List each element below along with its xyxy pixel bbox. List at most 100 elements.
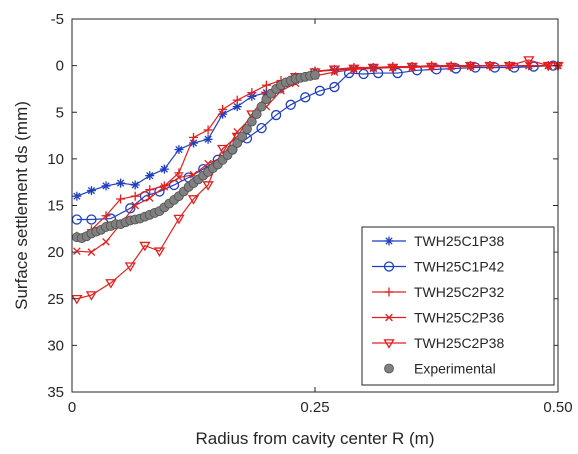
- data-point: [358, 68, 369, 80]
- data-point: [256, 122, 267, 134]
- data-point: [203, 134, 213, 144]
- data-point: [464, 61, 477, 72]
- legend-label: Experimental: [414, 361, 496, 377]
- legend-item: TWH25C1P42: [372, 259, 504, 275]
- y-tick-label: 35: [47, 384, 64, 401]
- data-point: [227, 144, 238, 155]
- legend-marker: [384, 287, 394, 297]
- legend-label: TWH25C2P32: [414, 284, 504, 300]
- legend: TWH25C1P38 TWH25C1P42 TWH25C2P32 TWH25C2P36…: [361, 226, 555, 386]
- data-point: [251, 109, 262, 120]
- x-tick-label: 0.25: [300, 399, 329, 416]
- data-point: [523, 56, 535, 66]
- data-point: [153, 247, 166, 257]
- data-point: [466, 62, 475, 71]
- legend-marker: [383, 261, 395, 272]
- data-point: [175, 173, 183, 182]
- legend-item: TWH25C1P38: [372, 233, 504, 249]
- legend-item: TWH25C2P32: [372, 284, 504, 300]
- data-point: [445, 62, 457, 73]
- data-point: [187, 195, 200, 205]
- data-point: [261, 80, 271, 90]
- series-line: [76, 65, 558, 253]
- data-point: [246, 116, 257, 127]
- tick-layer: 0 0.25 0.50 -5 0 5 10 15 20 25 30 35: [47, 11, 572, 416]
- legend-marker: [385, 313, 393, 322]
- data-point: [314, 85, 326, 96]
- data-point: [116, 194, 126, 204]
- data-point: [160, 183, 169, 191]
- data-point: [484, 61, 496, 72]
- data-point: [102, 238, 110, 246]
- data-point: [131, 201, 140, 210]
- series-layer: [71, 56, 564, 305]
- data-point: [145, 171, 155, 181]
- data-point: [73, 247, 81, 256]
- data-point: [350, 65, 358, 74]
- y-tick-label: 20: [47, 244, 64, 261]
- x-tick-label: 0.50: [543, 399, 572, 416]
- data-point: [232, 102, 242, 112]
- data-point: [145, 194, 154, 202]
- legend-item: TWH25C2P36: [372, 310, 504, 326]
- data-point: [71, 294, 83, 305]
- data-point: [310, 70, 320, 80]
- data-point: [202, 181, 214, 191]
- data-point: [369, 64, 378, 73]
- x-axis-label: Radius from cavity center R (m): [196, 429, 435, 448]
- data-point: [426, 62, 438, 73]
- data-point: [203, 125, 213, 135]
- data-point: [232, 138, 243, 148]
- data-point: [173, 214, 185, 225]
- data-point: [285, 99, 296, 110]
- legend-label: TWH25C2P38: [414, 335, 504, 351]
- legend-marker: [384, 363, 394, 374]
- data-point: [300, 92, 311, 103]
- data-point: [242, 124, 252, 134]
- series-TWH25C1P38: [72, 61, 563, 201]
- y-tick-label: 25: [47, 291, 64, 308]
- y-tick-label: 30: [47, 337, 64, 354]
- data-point: [232, 95, 242, 105]
- legend-item: TWH25C2P38: [372, 335, 504, 351]
- data-point: [503, 61, 516, 72]
- legend-item: Experimental: [384, 361, 496, 377]
- data-point: [189, 132, 198, 142]
- series-Experimental: [71, 70, 320, 244]
- legend-label: TWH25C1P38: [414, 233, 504, 249]
- data-point: [159, 164, 169, 174]
- data-point: [145, 185, 155, 195]
- y-tick-label: -5: [51, 11, 64, 28]
- data-point: [328, 65, 341, 76]
- data-point: [105, 279, 117, 289]
- data-point: [256, 101, 267, 112]
- data-point: [217, 144, 229, 155]
- data-point: [348, 64, 360, 75]
- data-point: [72, 191, 82, 201]
- y-tick-label: 0: [56, 58, 64, 75]
- y-tick-label: 10: [47, 151, 64, 168]
- data-point: [270, 109, 282, 121]
- data-point: [392, 67, 403, 79]
- legend-label: TWH25C2P36: [414, 310, 504, 326]
- data-point: [542, 61, 554, 72]
- data-point: [387, 63, 399, 74]
- data-point: [116, 178, 126, 188]
- y-tick-label: 5: [56, 104, 64, 121]
- data-point: [237, 131, 248, 142]
- data-point: [189, 138, 198, 148]
- data-point: [125, 203, 136, 214]
- data-point: [86, 214, 97, 225]
- data-point: [130, 180, 140, 190]
- data-point: [101, 211, 111, 221]
- legend-label: TWH25C1P42: [414, 259, 504, 275]
- data-point: [130, 191, 140, 201]
- data-point: [174, 168, 184, 178]
- series-TWH25C1P42: [71, 60, 559, 225]
- legend-box: [361, 226, 555, 386]
- data-point: [139, 241, 151, 252]
- data-point: [408, 63, 417, 72]
- x-tick-label: 0: [68, 399, 76, 416]
